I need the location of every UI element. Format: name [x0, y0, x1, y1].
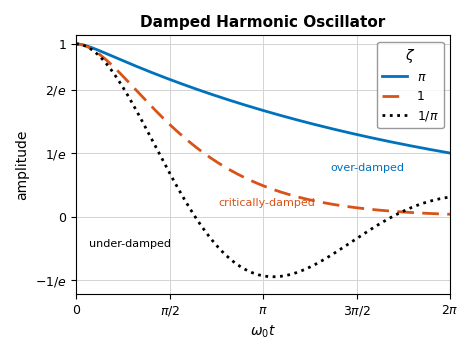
Y-axis label: amplitude: amplitude	[15, 130, 29, 200]
Text: critically-damped: critically-damped	[218, 198, 315, 208]
X-axis label: $\omega_0 t$: $\omega_0 t$	[250, 324, 276, 340]
Legend: $\pi$, 1, $1/\pi$: $\pi$, 1, $1/\pi$	[377, 42, 444, 129]
Text: over-damped: over-damped	[331, 163, 405, 173]
Title: Damped Harmonic Oscillator: Damped Harmonic Oscillator	[140, 15, 386, 30]
Text: under-damped: under-damped	[89, 239, 171, 249]
